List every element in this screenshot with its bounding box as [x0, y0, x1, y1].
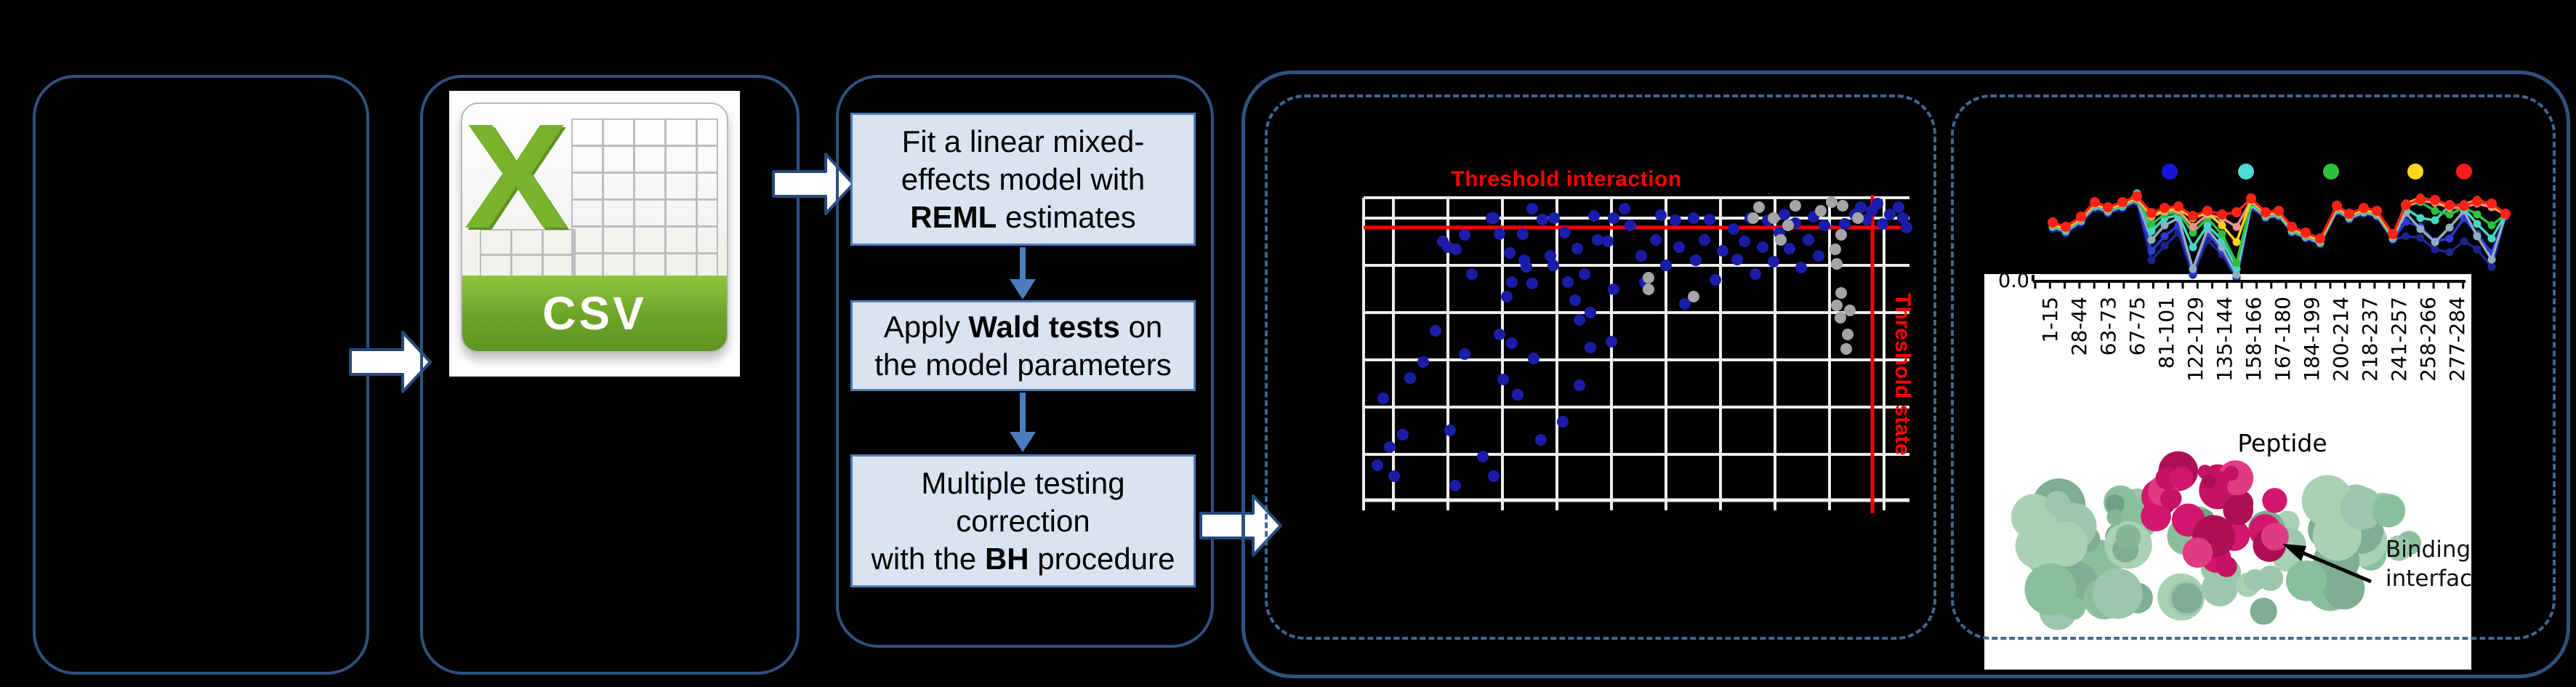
results-group-box [1241, 71, 2570, 678]
svg-text:28-44: 28-44 [2067, 297, 2091, 355]
svg-text:63-73: 63-73 [2096, 297, 2120, 355]
flow-step-reml: Fit a linear mixed- effects model with R… [850, 113, 1196, 246]
flow-down-arrow-shaft [1020, 247, 1026, 281]
svg-text:81-101: 81-101 [2154, 297, 2178, 369]
svg-text:1-15: 1-15 [2038, 297, 2062, 343]
csv-label-band: CSV [462, 276, 727, 351]
svg-text:184-199: 184-199 [2300, 297, 2324, 382]
stats-flow-box [836, 75, 1214, 648]
flow-step-line: with the BH procedure [871, 541, 1175, 576]
scatter-title: Threshold interaction [1451, 167, 1682, 191]
svg-text:67-75: 67-75 [2125, 297, 2149, 355]
svg-text:258-266: 258-266 [2416, 297, 2440, 382]
csv-box [420, 75, 800, 675]
csv-label: CSV [542, 287, 647, 340]
spreadsheet-grid [571, 118, 718, 283]
protein-structure-image: Binding interface [2011, 451, 2471, 630]
interaction-scatter-plot [1362, 195, 1912, 513]
right-arrow-icon [772, 153, 855, 215]
svg-text:241-257: 241-257 [2387, 297, 2411, 382]
flow-step-bh: Multiple testing correction with the BH … [850, 454, 1196, 587]
flow-step-wald: Apply Wald tests on the model parameters [850, 300, 1196, 391]
uptake-line-chart: 1-15 28-44 63-73 67-75 81-101 122-129 135-144 1… [2032, 164, 2511, 382]
svg-text:122-129: 122-129 [2183, 297, 2207, 382]
flow-down-arrow-head [1010, 279, 1036, 300]
right-arrow-icon [349, 331, 432, 393]
flow-step-line: Apply Wald tests on [883, 309, 1163, 344]
flow-step-line: effects model with [901, 161, 1146, 196]
svg-text:218-237: 218-237 [2358, 297, 2382, 382]
input-box [33, 75, 369, 675]
svg-text:200-214: 200-214 [2329, 297, 2353, 382]
flow-step-line: Multiple testing [921, 465, 1125, 500]
svg-text:158-166: 158-166 [2242, 297, 2266, 382]
svg-text:135-144: 135-144 [2213, 297, 2237, 382]
profile-panel [1951, 95, 2556, 640]
scatter-panel [1265, 95, 1936, 640]
spreadsheet-grid [480, 229, 576, 283]
binding-interface-label: Binding [2386, 537, 2471, 563]
flow-step-line: correction [956, 503, 1090, 538]
flow-step-line: Fit a linear mixed- [901, 124, 1145, 158]
peptide-protein-figure: Binding interface [1984, 274, 2471, 670]
flow-step-line: REML estimates [910, 199, 1136, 234]
y-axis-tick-label: 0.0 [1998, 270, 2029, 292]
svg-text:277-284: 277-284 [2445, 297, 2469, 382]
flow-down-arrow-shaft [1020, 393, 1026, 433]
excel-x-glyph: X [464, 103, 568, 260]
svg-text:167-180: 167-180 [2271, 297, 2295, 382]
flow-down-arrow-head [1010, 432, 1036, 452]
binding-interface-label: interface [2386, 566, 2471, 592]
csv-file-image: X CSV [449, 91, 740, 377]
flow-step-line: the model parameters [874, 347, 1172, 382]
csv-file-icon: X CSV [461, 103, 728, 353]
threshold-state-label: Threshold state [1891, 293, 1915, 456]
x-axis-title: Peptide [2237, 429, 2327, 457]
